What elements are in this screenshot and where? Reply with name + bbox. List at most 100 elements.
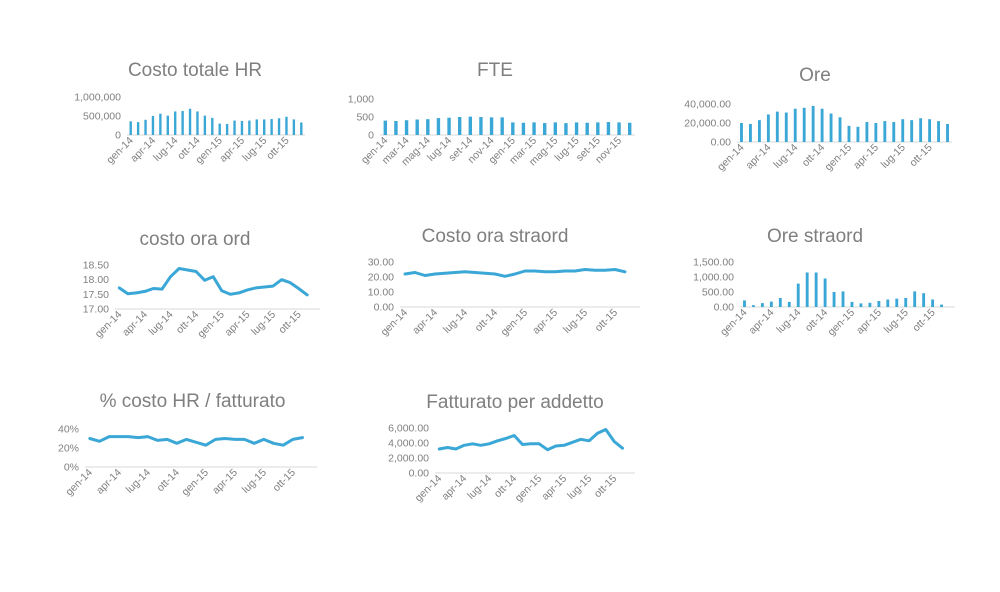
bar: [749, 123, 752, 142]
chart-costo-hr-fatturato: % costo HR / fatturato 0% 20% 40% gen-14 apr…: [58, 387, 325, 537]
bar: [277, 118, 281, 135]
x-tick-label: ott-14: [473, 307, 501, 335]
x-tick-label: lug-14: [771, 142, 800, 171]
bar: [913, 291, 917, 307]
x-tick-label: lug-15: [240, 135, 269, 164]
chart-fte: FTE 0 500 1,000 gen-14 mar-14 mag-14 lug-14 set…: [345, 55, 645, 205]
bar: [585, 122, 589, 135]
bar: [805, 272, 809, 307]
chart-costo-ora-ord: costo ora ord 17.00 17.50 18.00 18.50 gen-14…: [65, 225, 325, 375]
bar: [814, 272, 818, 307]
y-tick-label: 40%: [58, 424, 79, 436]
x-tick-label: apr-15: [223, 309, 253, 339]
y-tick-label: 20%: [58, 443, 79, 455]
bar: [166, 115, 169, 135]
bar: [542, 123, 547, 135]
chart-title: FTE: [477, 60, 513, 81]
y-tick-label: 30.00: [368, 257, 394, 269]
bar: [877, 301, 881, 307]
y-tick-label: 0%: [64, 462, 79, 474]
chart-plot: 0500,0001,000,000gen-14apr-14lug-14ott-1…: [74, 92, 305, 166]
bar: [859, 303, 863, 307]
bar: [928, 119, 932, 142]
x-tick-label: ott-15: [276, 309, 304, 337]
bar: [188, 108, 192, 135]
x-tick-label: apr-14: [744, 142, 774, 172]
bar: [856, 126, 860, 142]
bar: [203, 115, 207, 135]
bar: [511, 122, 515, 135]
chart-costo-ora-straord: Costo ora straord 0.00 10.00 20.00 30.00 gen…: [345, 222, 645, 372]
bar: [394, 120, 398, 135]
bar: [740, 123, 743, 142]
x-tick-label: lug-14: [774, 307, 803, 336]
chart-title: % costo HR / fatturato: [99, 391, 286, 412]
chart-ore: Ore 0.00 20,000.00 40,000.00 gen-14 apr-14 lu…: [665, 60, 965, 210]
bar: [292, 119, 296, 135]
chart-title: Ore: [799, 65, 831, 86]
x-tick-label: lug-14: [124, 467, 153, 496]
x-tick-label: ott-15: [270, 467, 298, 495]
bar: [136, 122, 140, 135]
chart-title: costo ora ord: [139, 229, 251, 250]
bar: [553, 122, 558, 135]
bar: [285, 116, 288, 135]
bar: [479, 117, 483, 135]
y-tick-label: 500: [356, 112, 374, 124]
bar: [910, 120, 914, 142]
bar: [931, 299, 935, 307]
chart-costo-totale-hr: Costo totale HR 0 500,000 1,000,000 gen-14 a…: [74, 55, 315, 205]
x-tick-label: lug-15: [561, 307, 590, 336]
bar: [457, 117, 462, 135]
bar: [447, 117, 451, 135]
bar: [436, 118, 441, 135]
x-tick-label: lug-14: [465, 473, 494, 502]
x-tick-label: apr-14: [410, 307, 440, 337]
bar: [775, 111, 779, 142]
bar: [426, 119, 430, 135]
bar: [218, 123, 221, 135]
x-tick-label: apr-14: [94, 467, 124, 497]
bar: [404, 120, 409, 135]
bar: [778, 298, 782, 307]
bar: [847, 125, 851, 142]
bar: [489, 117, 494, 135]
x-tick-label: ott-15: [592, 473, 620, 501]
series-line: [88, 435, 304, 447]
chart-title: Costo ora straord: [421, 226, 569, 247]
bar: [564, 123, 568, 135]
bar: [919, 118, 923, 142]
y-tick-label: 40,000.00: [684, 99, 731, 111]
chart-title: Costo totale HR: [127, 60, 263, 81]
bar: [787, 301, 791, 307]
y-tick-label: 20.00: [368, 272, 394, 284]
bar: [174, 111, 177, 135]
bar: [832, 292, 836, 307]
bar: [255, 119, 258, 135]
x-tick-label: apr-15: [854, 307, 884, 337]
bar: [886, 299, 890, 307]
x-tick-label: lug-15: [240, 467, 269, 496]
y-tick-label: 1,000,000: [74, 92, 121, 104]
x-tick-label: gen-15: [499, 307, 531, 339]
bar: [829, 113, 833, 142]
y-tick-label: 0: [115, 130, 121, 142]
bar: [766, 114, 770, 142]
bar: [796, 283, 800, 307]
chart-title: Fatturato per addetto: [426, 392, 604, 413]
series-line: [437, 428, 624, 452]
x-tick-label: lug-14: [151, 135, 180, 164]
bar: [415, 119, 419, 135]
bar: [743, 300, 746, 307]
bar: [802, 107, 806, 142]
bar: [760, 303, 764, 307]
bar: [937, 121, 940, 142]
bar: [596, 122, 600, 135]
bar: [606, 122, 611, 135]
chart-plot: 0.002,000.004,000.006,000.00gen-14apr-14…: [388, 423, 635, 504]
y-tick-label: 17.50: [83, 289, 109, 301]
bar: [151, 116, 155, 135]
bar: [500, 117, 504, 135]
bar: [820, 108, 824, 142]
y-tick-label: 10.00: [368, 287, 394, 299]
